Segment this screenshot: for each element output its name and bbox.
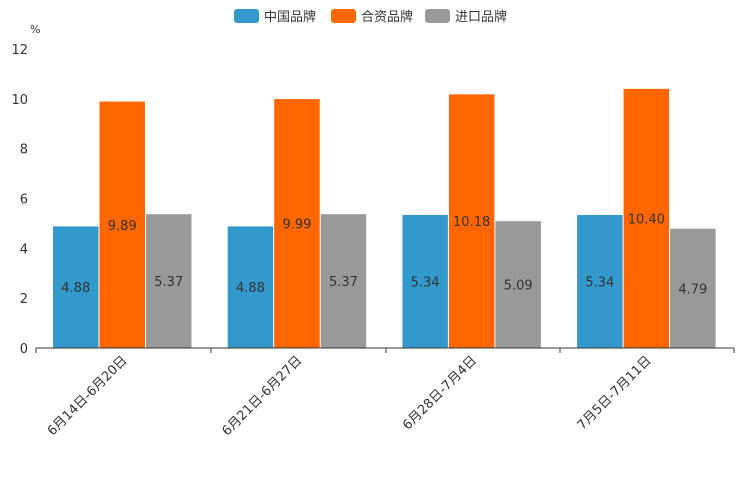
data-label: 5.37: [154, 275, 183, 290]
legend-swatch: [331, 9, 356, 23]
y-tick-label: 0: [20, 342, 28, 357]
data-label: 4.88: [236, 281, 265, 296]
bar: [320, 214, 367, 348]
legend: 中国品牌 合资品牌 进口品牌: [234, 9, 507, 25]
bar: [577, 214, 623, 348]
data-label: 5.34: [411, 275, 440, 290]
data-label: 4.88: [61, 281, 90, 296]
data-label: 9.89: [108, 219, 137, 234]
bars: 4.88 9.89 5.37 4.88 9.99 5.37 5.34 10.18 5.09 5.3…: [53, 88, 716, 349]
legend-swatch: [234, 9, 259, 23]
y-axis-unit-label: %: [30, 23, 40, 36]
x-tick-label: 7月5日-7月11日: [575, 353, 655, 433]
legend-swatch: [425, 9, 450, 23]
legend-label: 进口品牌: [455, 9, 507, 25]
data-label: 5.34: [585, 275, 614, 290]
bar: [623, 88, 670, 348]
legend-label: 中国品牌: [264, 9, 316, 25]
data-label: 4.79: [678, 282, 707, 297]
bar: [99, 101, 145, 349]
bar: [448, 94, 495, 349]
data-label: 5.37: [329, 275, 358, 290]
bar: [274, 99, 320, 349]
x-axis: 6月14日-6月20日 6月21日-6月27日 6月28日-7月4日 7月5日-7月1…: [35, 347, 735, 439]
x-tick-label: 6月14日-6月20日: [45, 353, 131, 439]
bar: [670, 228, 716, 348]
y-tick-label: 12: [11, 43, 28, 58]
data-label: 5.09: [504, 279, 533, 294]
y-axis-ticks: 0 2 4 6 8 10 12: [11, 43, 28, 357]
bar: [53, 226, 99, 348]
bar: [227, 226, 274, 348]
y-tick-label: 4: [20, 242, 28, 257]
data-label: 10.18: [453, 215, 490, 230]
y-tick-label: 2: [20, 292, 28, 307]
bar: [146, 214, 192, 348]
x-tick-label: 6月28日-7月4日: [400, 353, 480, 433]
y-tick-label: 8: [20, 143, 28, 158]
data-label: 9.99: [282, 218, 311, 233]
y-tick-label: 10: [11, 93, 28, 108]
data-label: 10.40: [628, 212, 665, 227]
y-tick-label: 6: [20, 193, 28, 208]
legend-label: 合资品牌: [361, 9, 413, 25]
x-tick-label: 6月21日-6月27日: [219, 353, 305, 439]
bar: [495, 221, 541, 348]
bar: [402, 214, 448, 348]
